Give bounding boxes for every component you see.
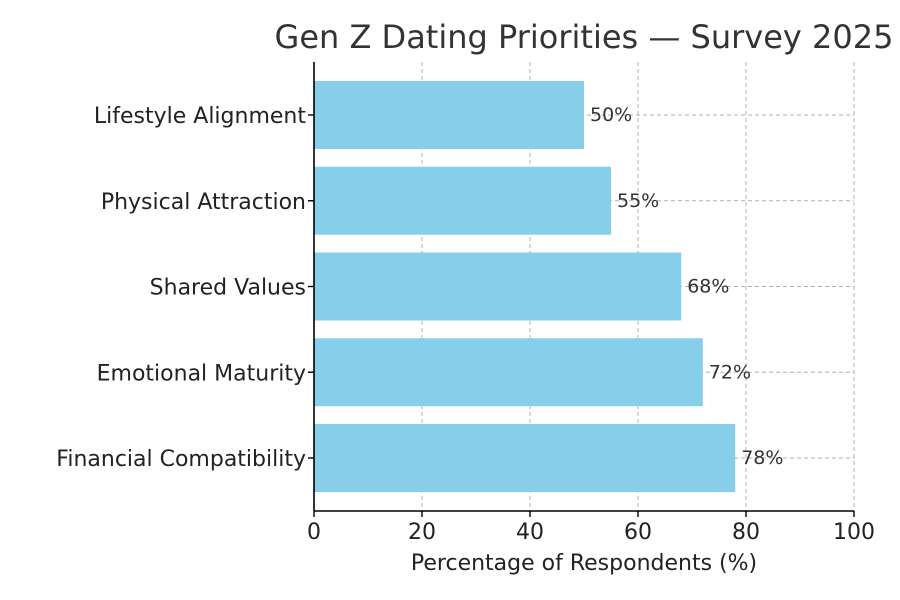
ticks-group: 0 20 40 60 80 100 Financial Compatibility Emoti…: [56, 104, 875, 545]
data-label: 72%: [709, 361, 751, 383]
data-label: 68%: [687, 276, 729, 298]
x-tick-label: 0: [307, 520, 321, 545]
bar: [314, 81, 584, 149]
y-tick-label: Financial Compatibility: [56, 447, 306, 472]
bar: [314, 252, 682, 321]
data-labels-group: 78% 72% 68% 55% 50%: [590, 104, 783, 469]
data-label: 55%: [617, 190, 659, 212]
bar: [314, 166, 611, 235]
bar: [314, 424, 736, 492]
x-tick-label: 100: [833, 520, 875, 545]
bar: [314, 338, 703, 407]
data-label: 78%: [741, 447, 783, 469]
x-tick-label: 60: [624, 520, 652, 545]
chart-title: Gen Z Dating Priorities — Survey 2025: [275, 18, 894, 56]
y-tick-label: Shared Values: [150, 276, 306, 301]
y-tick-label: Lifestyle Alignment: [94, 104, 306, 129]
y-tick-label: Emotional Maturity: [97, 361, 306, 386]
x-tick-label: 80: [732, 520, 760, 545]
x-tick-label: 40: [516, 520, 544, 545]
x-tick-label: 20: [408, 520, 436, 545]
x-axis-label: Percentage of Respondents (%): [411, 551, 757, 576]
data-label: 50%: [590, 104, 632, 126]
y-tick-label: Physical Attraction: [101, 190, 306, 215]
bars-group: [314, 81, 736, 492]
